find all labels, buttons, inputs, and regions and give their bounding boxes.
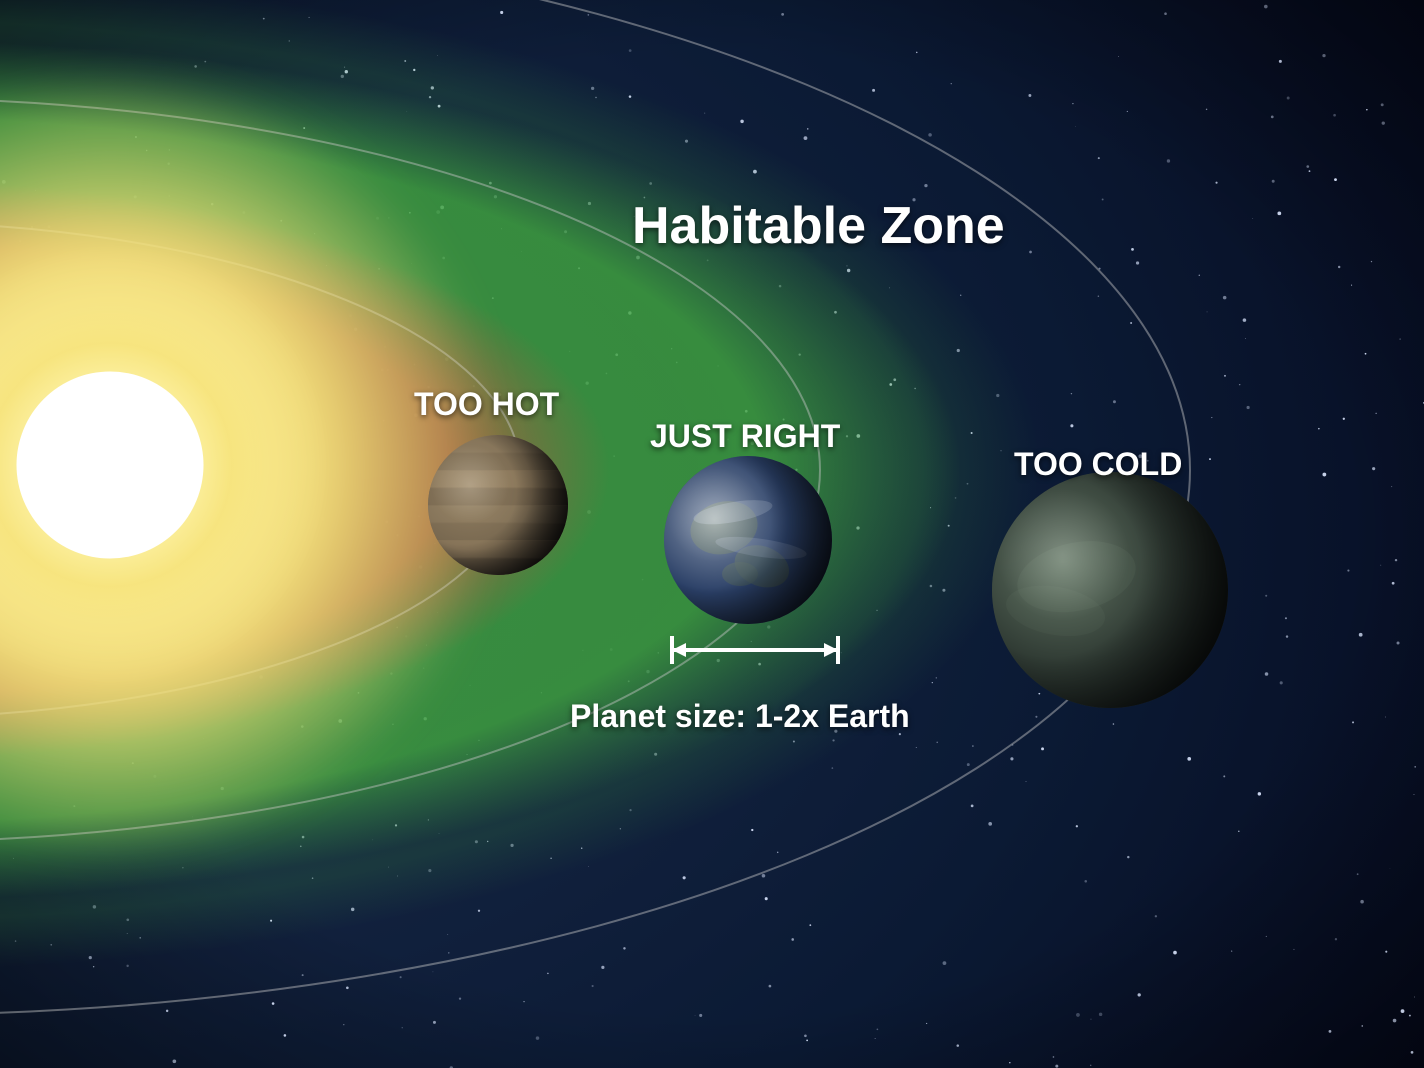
- habitable-zone-diagram: [0, 0, 1424, 1068]
- label-just-right: JUST RIGHT: [650, 418, 840, 455]
- diagram-title: Habitable Zone: [632, 196, 1005, 256]
- label-too-cold: TOO COLD: [1014, 446, 1182, 483]
- planet-too-cold: [992, 472, 1228, 708]
- label-planet-size: Planet size: 1-2x Earth: [570, 698, 910, 735]
- planet-too-hot: [428, 435, 568, 576]
- label-too-hot: TOO HOT: [414, 386, 559, 423]
